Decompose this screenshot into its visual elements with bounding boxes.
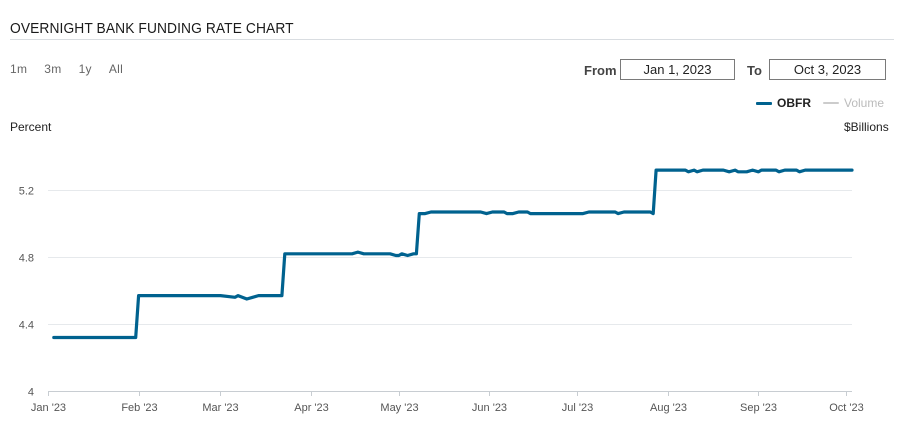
- from-label: From: [584, 63, 617, 78]
- x-tick-label: Jan '23: [31, 402, 66, 414]
- legend-swatch-obfr: [756, 101, 772, 105]
- legend-swatch-volume: [823, 102, 839, 104]
- range-1m-button[interactable]: 1m: [10, 62, 28, 76]
- x-tick-label: Apr '23: [294, 402, 329, 414]
- to-date-input[interactable]: [769, 59, 886, 80]
- y-tick-label: 5.2: [19, 186, 34, 198]
- legend-label-obfr: OBFR: [777, 96, 811, 110]
- chart-legend: OBFR Volume: [756, 96, 896, 110]
- range-selector: 1m 3m 1y All: [10, 62, 140, 76]
- x-tick-label: Aug '23: [650, 402, 687, 414]
- x-tick-label: Feb '23: [121, 402, 157, 414]
- x-tick-label: Jul '23: [562, 402, 593, 414]
- series-line-obfr: [52, 168, 854, 340]
- range-all-button[interactable]: All: [108, 62, 124, 76]
- range-3m-button[interactable]: 3m: [44, 62, 62, 76]
- legend-label-volume: Volume: [844, 96, 885, 110]
- x-tick-label: Jun '23: [472, 402, 507, 414]
- y-tick-label: 4.4: [19, 320, 34, 332]
- range-1y-button[interactable]: 1y: [78, 62, 92, 76]
- y-tick-label: 4.8: [19, 253, 34, 265]
- y-axis-title-right: $Billions: [844, 120, 889, 134]
- page-title: OVERNIGHT BANK FUNDING RATE CHART: [10, 20, 294, 37]
- x-tick-label: Sep '23: [740, 402, 777, 414]
- title-divider: [10, 39, 894, 40]
- legend-item-obfr[interactable]: OBFR: [756, 96, 811, 110]
- y-tick-label: 4: [28, 387, 34, 399]
- y-axis-title-left: Percent: [10, 120, 52, 134]
- to-label: To: [747, 63, 762, 78]
- x-tick-label: Mar '23: [202, 402, 238, 414]
- x-tick-label: May '23: [380, 402, 418, 414]
- legend-item-volume[interactable]: Volume: [823, 96, 884, 110]
- from-date-input[interactable]: [620, 59, 735, 80]
- x-tick-label: Oct '23: [829, 402, 864, 414]
